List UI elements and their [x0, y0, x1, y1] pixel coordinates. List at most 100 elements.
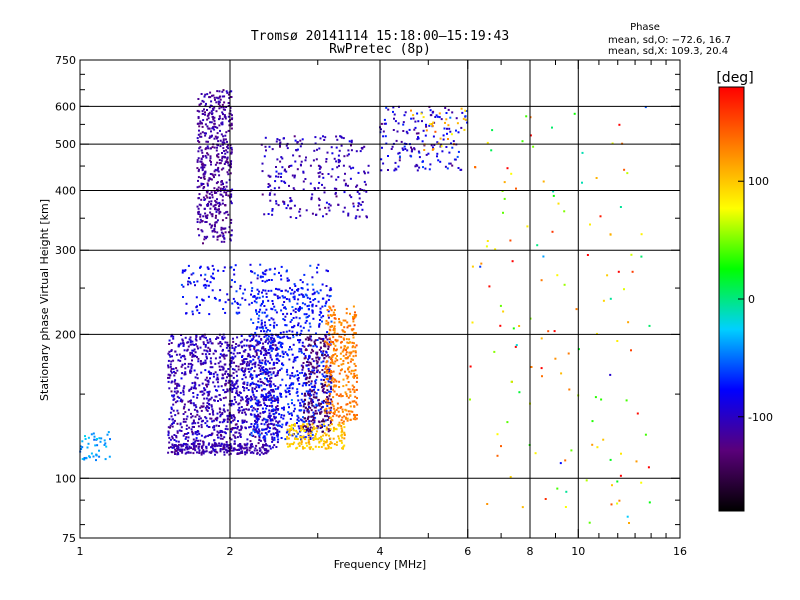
- data-point: [300, 427, 303, 429]
- data-point: [206, 118, 209, 121]
- data-point: [329, 204, 332, 207]
- data-point: [215, 191, 218, 194]
- data-point: [331, 152, 334, 155]
- data-point: [199, 215, 202, 218]
- data-point: [168, 387, 171, 390]
- data-point: [315, 359, 318, 362]
- data-point: [179, 423, 182, 426]
- data-point: [326, 294, 329, 297]
- data-point: [463, 128, 466, 131]
- data-point: [626, 172, 629, 175]
- data-point: [355, 215, 358, 218]
- data-point: [331, 419, 334, 422]
- data-point: [620, 452, 622, 455]
- data-point: [311, 385, 314, 388]
- data-point: [173, 394, 176, 397]
- data-point: [297, 379, 300, 382]
- data-point: [447, 138, 449, 140]
- data-point: [308, 355, 310, 358]
- data-point: [291, 434, 294, 437]
- data-point: [309, 182, 312, 185]
- data-point: [187, 341, 189, 344]
- data-point: [184, 269, 187, 272]
- data-point: [274, 416, 277, 419]
- data-point: [499, 324, 502, 327]
- data-point: [342, 319, 345, 322]
- data-point: [212, 447, 214, 450]
- data-point: [297, 420, 300, 422]
- data-point: [224, 117, 227, 120]
- data-point: [344, 357, 347, 360]
- data-point: [209, 360, 212, 363]
- data-point: [220, 180, 223, 182]
- data-point: [290, 164, 293, 167]
- data-point: [244, 376, 247, 379]
- data-point: [332, 349, 335, 352]
- data-point: [203, 387, 206, 390]
- data-point: [305, 384, 308, 387]
- data-point: [256, 384, 259, 387]
- data-point: [272, 318, 275, 321]
- data-point: [210, 224, 213, 227]
- data-point: [282, 417, 285, 420]
- data-point: [301, 344, 304, 347]
- data-point: [259, 404, 262, 407]
- data-point: [335, 187, 338, 190]
- data-point: [317, 292, 320, 295]
- data-point: [332, 385, 335, 388]
- data-point: [290, 412, 293, 415]
- data-point: [279, 424, 281, 427]
- data-point: [327, 270, 329, 273]
- data-point: [243, 358, 245, 361]
- data-point: [408, 128, 411, 131]
- data-point: [303, 420, 306, 423]
- data-point: [259, 308, 262, 311]
- data-point: [283, 406, 285, 409]
- data-point: [343, 434, 346, 436]
- data-point: [201, 447, 204, 450]
- data-point: [255, 309, 257, 312]
- data-point: [198, 168, 200, 171]
- data-point: [317, 402, 320, 405]
- data-point: [279, 145, 281, 148]
- data-point: [263, 444, 266, 447]
- data-point: [326, 372, 329, 374]
- data-point: [323, 343, 326, 346]
- data-point: [232, 352, 235, 355]
- data-point: [334, 344, 337, 347]
- data-point: [308, 314, 311, 317]
- data-point: [306, 410, 309, 413]
- data-point: [173, 444, 176, 447]
- data-point: [202, 440, 204, 443]
- data-point: [215, 208, 218, 211]
- data-point: [214, 204, 217, 206]
- data-point: [233, 442, 236, 445]
- data-point: [311, 303, 314, 306]
- data-point: [210, 191, 213, 194]
- data-point: [265, 399, 267, 401]
- data-point: [312, 413, 315, 416]
- data-point: [246, 395, 249, 398]
- data-point: [248, 303, 251, 306]
- data-point: [332, 313, 335, 316]
- data-point: [180, 334, 183, 336]
- data-point: [346, 357, 349, 360]
- data-point: [262, 411, 265, 414]
- data-point: [210, 163, 212, 166]
- data-point: [205, 237, 208, 240]
- data-point: [169, 424, 172, 427]
- data-point: [239, 433, 242, 436]
- data-point: [328, 337, 331, 340]
- data-point: [211, 443, 214, 446]
- data-point: [231, 279, 233, 282]
- data-point: [393, 169, 396, 172]
- data-point: [202, 452, 205, 455]
- data-point: [392, 106, 395, 109]
- data-point: [224, 372, 227, 375]
- data-point: [343, 415, 346, 418]
- data-point: [320, 439, 323, 442]
- data-point: [172, 337, 175, 340]
- data-point: [337, 415, 340, 418]
- data-point: [231, 188, 234, 191]
- data-point: [234, 426, 237, 429]
